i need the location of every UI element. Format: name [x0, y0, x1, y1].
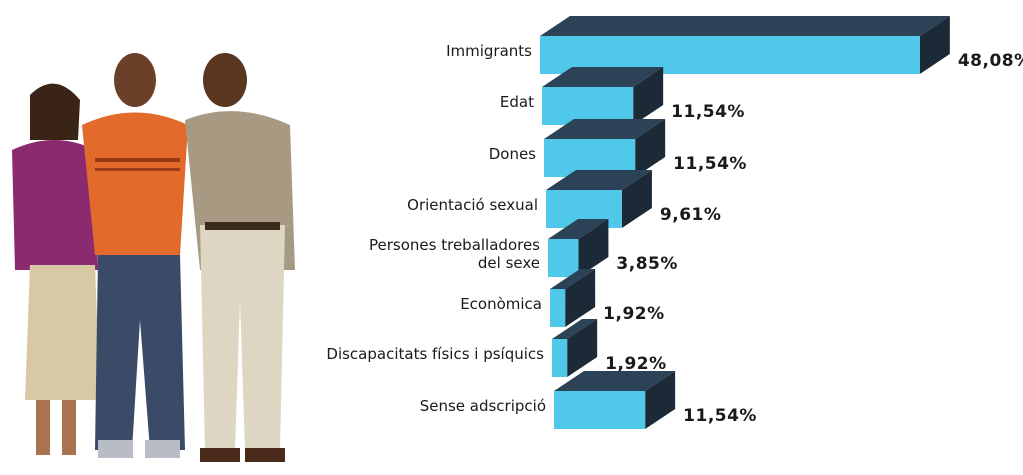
bar-top [548, 219, 609, 239]
bar-front [550, 289, 566, 327]
bar-top [546, 170, 652, 190]
bar-side [919, 16, 950, 74]
category-label: Discapacitats físics i psíquics [326, 345, 544, 363]
photo [12, 53, 295, 462]
value-label: 3,85% [616, 254, 677, 274]
bar-top [550, 269, 596, 289]
bar-top [554, 371, 676, 391]
bar-side [565, 269, 596, 327]
bar-side [633, 67, 664, 125]
bar-side [645, 371, 676, 429]
bar-front [542, 87, 634, 125]
value-label: 11,54% [683, 406, 757, 426]
bar-top [540, 16, 950, 36]
category-label: Dones [488, 145, 536, 163]
category-label: Immigrants [446, 42, 532, 60]
category-label: Edat [499, 93, 534, 111]
category-label: Persones treballadores del sexe [369, 236, 540, 272]
category-label: Sense adscripció [419, 397, 546, 415]
category-label: Orientació sexual [407, 196, 538, 214]
bar-front [548, 239, 579, 277]
bar-side [621, 170, 652, 228]
bar-top [544, 119, 666, 139]
bar-side [578, 219, 609, 277]
bar-front [554, 391, 646, 429]
bar-side [567, 319, 598, 377]
value-label: 48,08% [958, 51, 1023, 71]
bars: 48,08% 11,54% 11,54% 9,61% 3,85% 1,92% 1,92% 11… [540, 16, 1023, 429]
bar-front [552, 339, 568, 377]
bar-top [552, 319, 598, 339]
category-label: Econòmica [460, 295, 542, 313]
value-label: 1,92% [603, 304, 664, 324]
value-label: 1,92% [605, 354, 666, 374]
value-label: 11,54% [673, 154, 747, 174]
value-label: 11,54% [671, 102, 745, 122]
value-label: 9,61% [660, 205, 721, 225]
bar-top [542, 67, 664, 87]
bar-side [635, 119, 666, 177]
